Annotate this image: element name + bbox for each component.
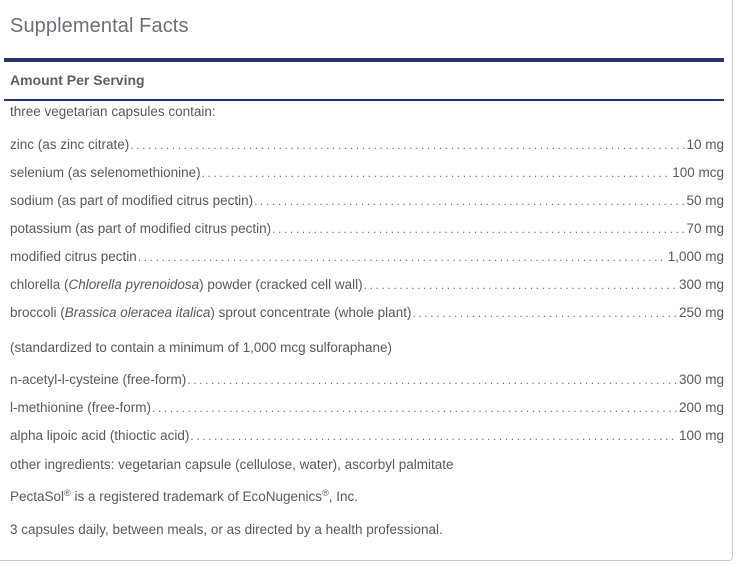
dot-leader <box>138 250 667 264</box>
ingredient-row: modified citrus pectin 1,000 mg <box>10 249 724 269</box>
dot-leader <box>364 278 678 292</box>
ingredient-amount: 250 mg <box>678 305 724 320</box>
registered-mark: ® <box>322 488 329 498</box>
header-divider-thick <box>4 58 724 62</box>
ingredient-name: modified citrus pectin <box>10 249 137 264</box>
ingredient-row: zinc (as zinc citrate) 10 mg <box>10 137 724 157</box>
ingredient-amount: 300 mg <box>678 372 724 387</box>
dot-leader <box>190 429 678 443</box>
dot-leader <box>130 138 685 152</box>
ingredient-name: chlorella (Chlorella pyrenoidosa) powder… <box>10 277 363 292</box>
dot-leader <box>254 194 685 208</box>
directions: 3 capsules daily, between meals, or as d… <box>10 522 443 537</box>
other-ingredients: other ingredients: vegetarian capsule (c… <box>10 457 454 472</box>
trademark-text: , Inc. <box>328 489 358 504</box>
ingredient-latin-name: Brassica oleracea italica <box>64 305 211 320</box>
ingredient-name: potassium (as part of modified citrus pe… <box>10 221 272 236</box>
ingredient-name: broccoli (Brassica oleracea italica) spr… <box>10 305 411 320</box>
ingredient-name: n-acetyl-l-cysteine (free-form) <box>10 372 187 387</box>
ingredient-amount: 200 mg <box>678 400 724 415</box>
ingredient-name-part: ) sprout concentrate (whole plant) <box>210 305 412 320</box>
ingredient-row: potassium (as part of modified citrus pe… <box>10 221 724 241</box>
ingredient-amount: 70 mg <box>686 221 724 236</box>
serving-note: three vegetarian capsules contain: <box>10 104 216 119</box>
registered-mark: ® <box>64 488 71 498</box>
ingredient-row: chlorella (Chlorella pyrenoidosa) powder… <box>10 277 724 297</box>
amount-per-serving-header: Amount Per Serving <box>10 72 145 88</box>
ingredient-name-part: chlorella ( <box>10 277 69 292</box>
dot-leader <box>187 373 678 387</box>
trademark-note: PectaSol® is a registered trademark of E… <box>10 488 358 505</box>
ingredient-amount: 300 mg <box>678 277 724 292</box>
ingredient-name: selenium (as selenomethionine) <box>10 165 201 180</box>
ingredient-amount: 100 mcg <box>672 165 724 180</box>
dot-leader <box>202 166 672 180</box>
standardized-note: (standardized to contain a minimum of 1,… <box>10 340 392 355</box>
ingredient-name: sodium (as part of modified citrus pecti… <box>10 193 254 208</box>
dot-leader <box>412 306 678 320</box>
trademark-text: is a registered trademark of EcoNugenics <box>70 489 323 504</box>
ingredient-row: l-methionine (free-form) 200 mg <box>10 400 724 420</box>
ingredient-row: n-acetyl-l-cysteine (free-form) 300 mg <box>10 372 724 392</box>
dot-leader <box>272 222 685 236</box>
ingredient-name: zinc (as zinc citrate) <box>10 137 130 152</box>
ingredient-row: broccoli (Brassica oleracea italica) spr… <box>10 305 724 325</box>
ingredient-name: alpha lipoic acid (thioctic acid) <box>10 428 190 443</box>
ingredient-row: selenium (as selenomethionine) 100 mcg <box>10 165 724 185</box>
ingredient-name-part: ) powder (cracked cell wall) <box>199 277 363 292</box>
ingredient-amount: 50 mg <box>686 193 724 208</box>
ingredient-row: sodium (as part of modified citrus pecti… <box>10 193 724 213</box>
ingredient-amount: 10 mg <box>686 137 724 152</box>
header-divider-thin <box>4 99 724 101</box>
ingredient-latin-name: Chlorella pyrenoidosa <box>68 277 200 292</box>
trademark-text: PectaSol <box>10 489 65 504</box>
ingredient-row: alpha lipoic acid (thioctic acid) 100 mg <box>10 428 724 448</box>
panel-title: Supplemental Facts <box>10 15 189 37</box>
ingredient-name-part: broccoli ( <box>10 305 65 320</box>
ingredient-name: l-methionine (free-form) <box>10 400 152 415</box>
ingredient-amount: 1,000 mg <box>667 249 724 264</box>
dot-leader <box>152 401 678 415</box>
ingredient-amount: 100 mg <box>678 428 724 443</box>
